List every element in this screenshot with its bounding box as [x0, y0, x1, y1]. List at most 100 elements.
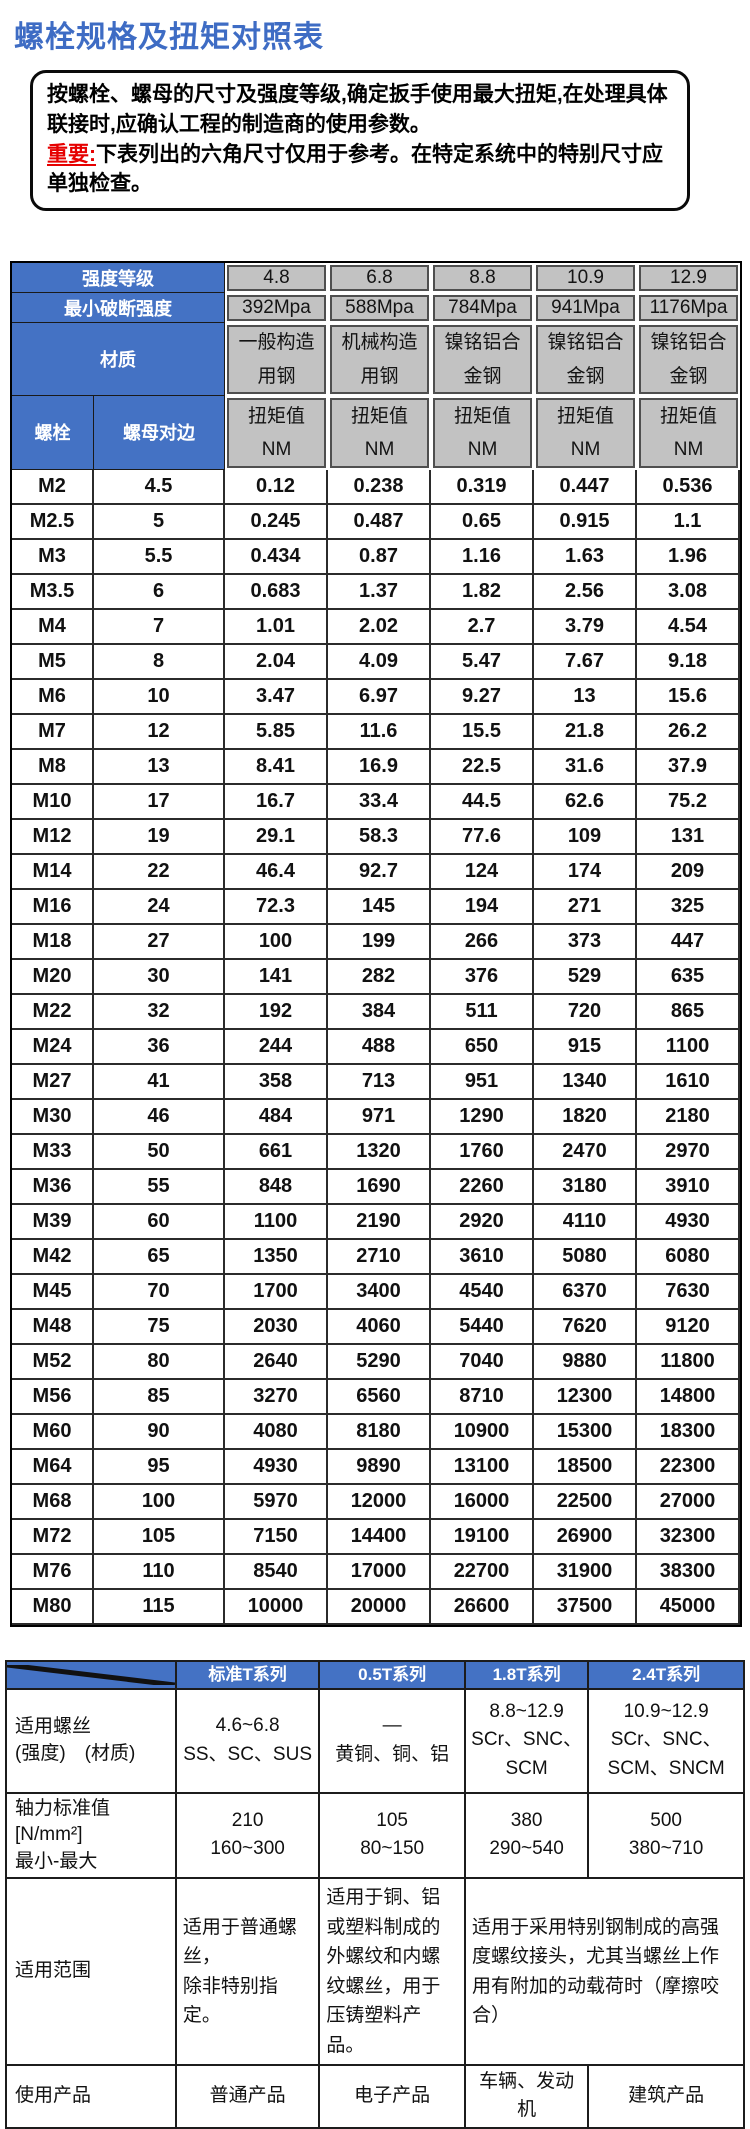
- material-value: 镍铭铝合 金钢: [431, 323, 534, 396]
- table-cell: 62.6: [534, 784, 637, 820]
- material-label: 材质: [12, 323, 225, 396]
- table-cell: M12: [12, 819, 94, 855]
- table-cell: 6.97: [328, 679, 431, 715]
- table-cell: 635: [637, 959, 740, 995]
- strength-grade-value: 6.8: [328, 263, 431, 294]
- table-cell: M6: [12, 679, 94, 715]
- column-title-row: 螺栓 螺母对边 扭矩值 NM 扭矩值 NM 扭矩值 NM 扭矩值 NM 扭矩值 …: [12, 395, 740, 470]
- table-row: M2 4.5 0.12 0.238 0.319 0.447 0.536: [12, 469, 740, 505]
- table-cell: 46: [94, 1099, 225, 1135]
- table-cell: 8710: [431, 1379, 534, 1415]
- table-cell: 266: [431, 924, 534, 960]
- table-cell: 3.08: [637, 574, 740, 610]
- table-cell: 26900: [534, 1519, 637, 1555]
- table-cell: 31900: [534, 1554, 637, 1590]
- table-row: M33 50 661 1320 1760 2470 2970: [12, 1134, 740, 1170]
- table-cell: 31.6: [534, 749, 637, 785]
- table-cell: 13: [534, 679, 637, 715]
- table-cell: 1.01: [225, 609, 328, 645]
- table-cell: 529: [534, 959, 637, 995]
- table-cell: 2.7: [431, 609, 534, 645]
- table-cell: 4110: [534, 1204, 637, 1240]
- table-cell: 0.238: [328, 469, 431, 505]
- table-cell: 37.9: [637, 749, 740, 785]
- table-cell: 22300: [637, 1449, 740, 1485]
- table-cell: M39: [12, 1204, 94, 1240]
- table-cell: 58.3: [328, 819, 431, 855]
- table-cell: 16000: [431, 1484, 534, 1520]
- table-cell: 915: [534, 1029, 637, 1065]
- table-cell: 10: [94, 679, 225, 715]
- table-row: M16 24 72.3 145 194 271 325: [12, 889, 740, 925]
- table-cell: 4080: [225, 1414, 328, 1450]
- used-products-standard: 普通产品: [174, 2063, 321, 2129]
- table-cell: 3.47: [225, 679, 328, 715]
- table-cell: 0.915: [534, 504, 637, 540]
- table-cell: 661: [225, 1134, 328, 1170]
- table-cell: 0.245: [225, 504, 328, 540]
- table-cell: 11.6: [328, 714, 431, 750]
- table-cell: 5970: [225, 1484, 328, 1520]
- table-cell: M8: [12, 749, 94, 785]
- table-cell: M3: [12, 539, 94, 575]
- torque-column-label: 扭矩值 NM: [328, 395, 431, 470]
- table-cell: 36: [94, 1029, 225, 1065]
- table-row: M80 115 10000 20000 26600 37500 45000: [12, 1589, 740, 1625]
- table-row: M24 36 244 488 650 915 1100: [12, 1029, 740, 1065]
- table-cell: 26600: [431, 1589, 534, 1625]
- table-cell: 8.41: [225, 749, 328, 785]
- table-cell: 1610: [637, 1064, 740, 1100]
- table-cell: 22700: [431, 1554, 534, 1590]
- applicable-screws-05t: — 黄铜、铜、铝: [318, 1687, 466, 1794]
- table-cell: 720: [534, 994, 637, 1030]
- table-cell: 4930: [637, 1204, 740, 1240]
- table-cell: 18500: [534, 1449, 637, 1485]
- table-cell: 1350: [225, 1239, 328, 1275]
- table-cell: 1.16: [431, 539, 534, 575]
- table-cell: M68: [12, 1484, 94, 1520]
- table-cell: 865: [637, 994, 740, 1030]
- table-row: M76 110 8540 17000 22700 31900 38300: [12, 1554, 740, 1590]
- table-cell: 2.56: [534, 574, 637, 610]
- table-cell: 5: [94, 504, 225, 540]
- axial-force-standard: 210 160~300: [174, 1791, 321, 1880]
- table-cell: 9880: [534, 1344, 637, 1380]
- table-row: M48 75 2030 4060 5440 7620 9120: [12, 1309, 740, 1345]
- table-cell: 10900: [431, 1414, 534, 1450]
- torque-column-label: 扭矩值 NM: [225, 395, 328, 470]
- table-cell: M2: [12, 469, 94, 505]
- table-cell: 484: [225, 1099, 328, 1135]
- table-row: M10 17 16.7 33.4 44.5 62.6 75.2: [12, 784, 740, 820]
- table-cell: 22500: [534, 1484, 637, 1520]
- table-cell: M3.5: [12, 574, 94, 610]
- table-cell: 4540: [431, 1274, 534, 1310]
- table-cell: 209: [637, 854, 740, 890]
- table-cell: 27: [94, 924, 225, 960]
- table-cell: M76: [12, 1554, 94, 1590]
- strength-grade-value: 8.8: [431, 263, 534, 294]
- used-products-row: 使用产品 普通产品 电子产品 车辆、发动机 建筑产品: [5, 2063, 745, 2129]
- notice-box: 按螺栓、螺母的尺寸及强度等级,确定扳手使用最大扭矩,在处理具体联接时,应确认工程…: [30, 70, 690, 212]
- min-break-value: 588Mpa: [328, 293, 431, 324]
- used-products-label: 使用产品: [5, 2063, 177, 2129]
- table-cell: 9120: [637, 1309, 740, 1345]
- table-row: M5 8 2.04 4.09 5.47 7.67 9.18: [12, 644, 740, 680]
- table-cell: 32300: [637, 1519, 740, 1555]
- min-break-value: 392Mpa: [225, 293, 328, 324]
- table-cell: 8: [94, 644, 225, 680]
- torque-table-header: 强度等级 4.8 6.8 8.8 10.9 12.9 最小破断强度 392Mpa…: [12, 263, 740, 470]
- table-cell: M2.5: [12, 504, 94, 540]
- table-row: M18 27 100 199 266 373 447: [12, 924, 740, 960]
- table-cell: M22: [12, 994, 94, 1030]
- table-cell: 19: [94, 819, 225, 855]
- series-column-header: 2.4T系列: [587, 1659, 745, 1690]
- table-cell: M80: [12, 1589, 94, 1625]
- table-cell: 24: [94, 889, 225, 925]
- table-cell: 2920: [431, 1204, 534, 1240]
- table-cell: 1290: [431, 1099, 534, 1135]
- table-cell: 32: [94, 994, 225, 1030]
- table-cell: M48: [12, 1309, 94, 1345]
- table-cell: 384: [328, 994, 431, 1030]
- applicable-screws-24t: 10.9~12.9 SCr、SNC、 SCM、SNCM: [587, 1687, 745, 1794]
- table-cell: 192: [225, 994, 328, 1030]
